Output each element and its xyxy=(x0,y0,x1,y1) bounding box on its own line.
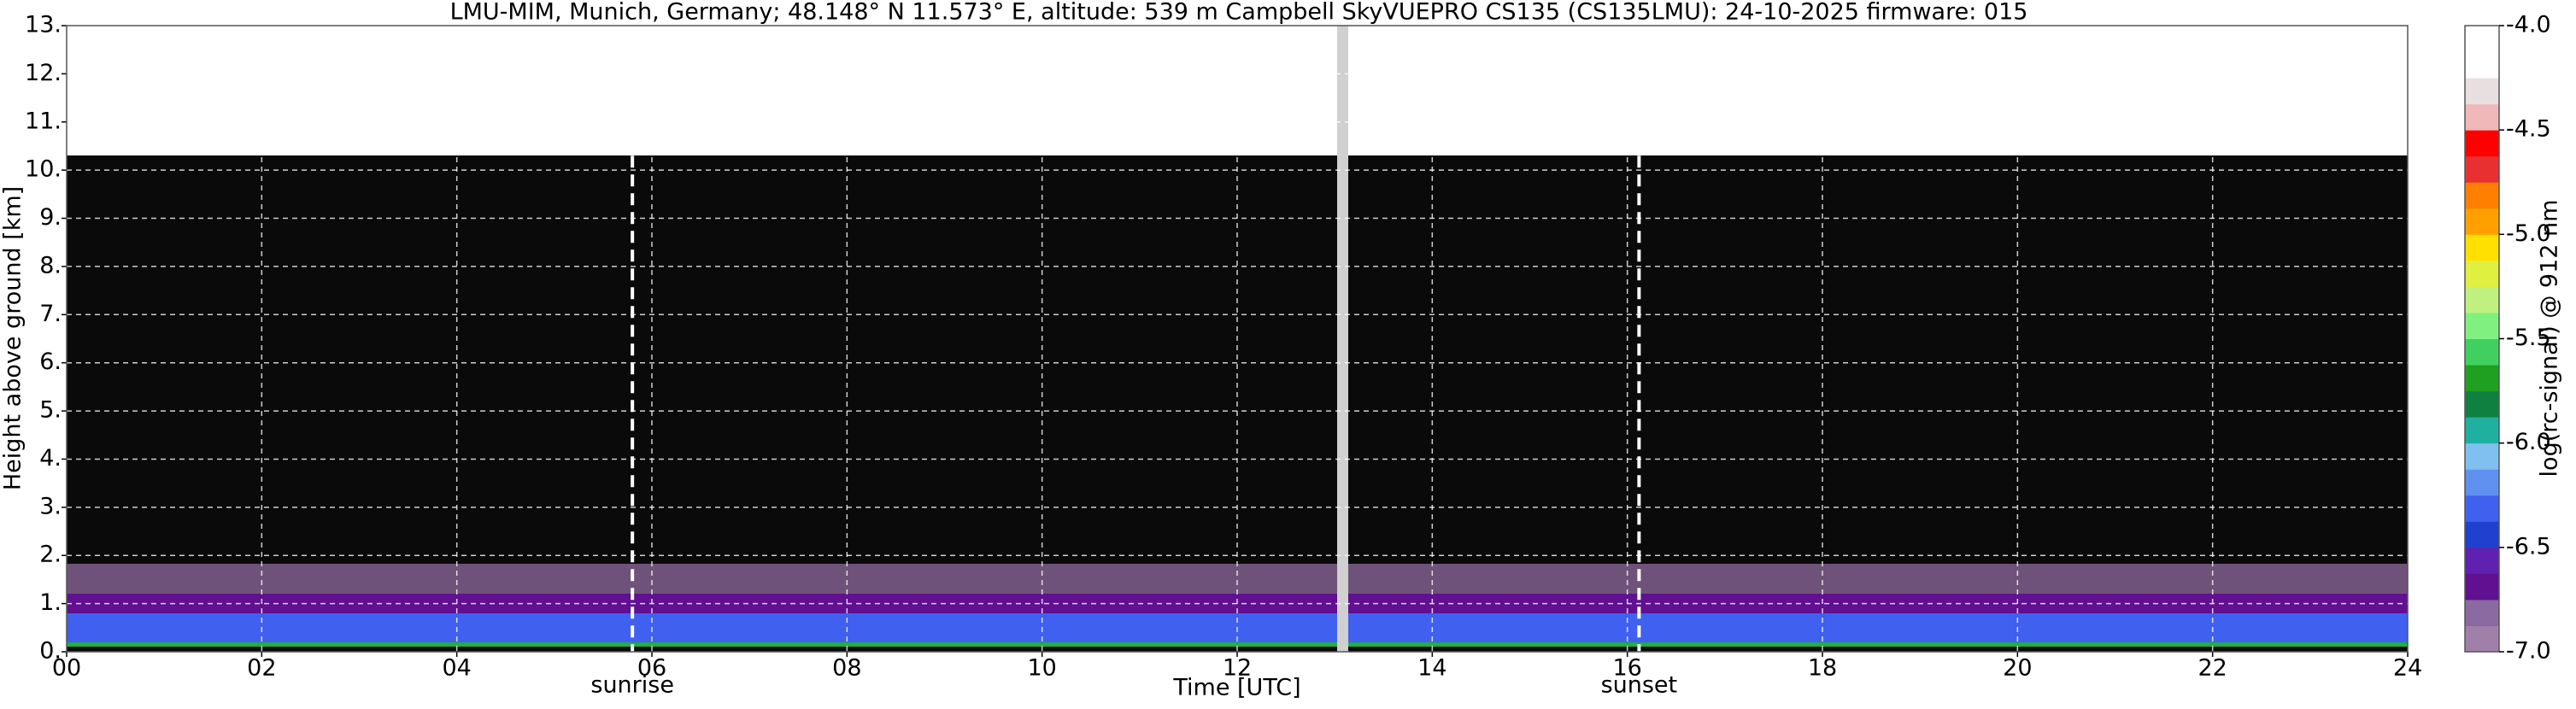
colorbar-bin xyxy=(2465,208,2499,235)
colorbar-bin xyxy=(2465,286,2499,313)
colorbar-bin xyxy=(2465,78,2499,105)
x-tick-label: 16 xyxy=(1612,655,1641,682)
colorbar-bin xyxy=(2465,234,2499,261)
y-tick-label: 9. xyxy=(39,204,62,231)
colorbar-bin xyxy=(2465,390,2499,418)
colorbar-bin xyxy=(2465,417,2499,444)
colorbar-bin xyxy=(2465,155,2499,183)
colorbar-bin xyxy=(2465,51,2499,79)
annotation-label: sunrise xyxy=(590,672,674,699)
plot-frame xyxy=(66,25,2409,653)
y-tick-label: 3. xyxy=(39,493,62,519)
y-tick-label: 10. xyxy=(25,156,62,183)
colorbar-bin xyxy=(2465,547,2499,574)
y-tick-label: 5. xyxy=(39,397,62,424)
colorbar-bin xyxy=(2465,26,2499,53)
y-tick-label: 2. xyxy=(39,542,62,568)
colorbar-tick-label: -5.5 xyxy=(2506,325,2551,351)
colorbar-bin xyxy=(2465,365,2499,392)
signal-layer xyxy=(67,642,2408,647)
y-tick-label: 8. xyxy=(39,252,62,278)
colorbar-label: log(rc-signal) @ 912 nm xyxy=(2537,200,2563,478)
colorbar-tick-label: -4.5 xyxy=(2506,116,2551,143)
y-tick-label: 1. xyxy=(39,589,62,616)
x-tick-label: 04 xyxy=(442,655,471,682)
y-tick-label: 4. xyxy=(39,445,62,472)
colorbar-bin xyxy=(2465,599,2499,626)
x-tick-label: 10 xyxy=(1027,655,1056,682)
colorbar-bin xyxy=(2465,312,2499,339)
x-tick-label: 22 xyxy=(2198,655,2227,682)
annotation-label: sunset xyxy=(1601,672,1678,699)
x-tick-label: 12 xyxy=(1223,655,1252,682)
colorbar-bin xyxy=(2465,469,2499,496)
colorbar-tick-label: -5.0 xyxy=(2506,220,2551,247)
colorbar-tick-label: -4.0 xyxy=(2506,12,2551,38)
colorbar-bin xyxy=(2465,182,2499,209)
x-axis-label: Time [UTC] xyxy=(1172,675,1300,701)
y-tick-label: 13. xyxy=(25,12,62,38)
colorbar-tick-label: -6.5 xyxy=(2506,533,2551,560)
colorbar-tick-label: -7.0 xyxy=(2506,638,2551,665)
colorbar-bin xyxy=(2465,625,2499,653)
x-tick-label: 00 xyxy=(52,655,81,682)
y-tick-label: 11. xyxy=(25,108,62,134)
y-axis-label: Height above ground [km] xyxy=(0,186,26,490)
y-tick-label: 6. xyxy=(39,349,62,375)
x-tick-label: 24 xyxy=(2393,655,2422,682)
x-tick-label: 08 xyxy=(832,655,861,682)
y-tick-label: 12. xyxy=(25,60,62,86)
x-tick-label: 20 xyxy=(2003,655,2032,682)
colorbar-bin xyxy=(2465,442,2499,470)
colorbar-bin xyxy=(2465,495,2499,522)
colorbar-bin xyxy=(2465,103,2499,131)
x-tick-label: 02 xyxy=(247,655,276,682)
colorbar-tick-label: -6.0 xyxy=(2506,429,2551,455)
x-tick-label: 06 xyxy=(637,655,666,682)
x-tick-label: 18 xyxy=(1808,655,1837,682)
y-tick-label: 7. xyxy=(39,301,62,327)
colorbar-bin xyxy=(2465,260,2499,287)
data-gap xyxy=(1337,26,1348,652)
colorbar-bin xyxy=(2465,521,2499,548)
colorbar-bin xyxy=(2465,573,2499,601)
colorbar-bin xyxy=(2465,338,2499,366)
x-tick-label: 14 xyxy=(1417,655,1446,682)
colorbar-bin xyxy=(2465,130,2499,157)
y-tick-label: 0. xyxy=(39,638,62,665)
chart-title: LMU-MIM, Munich, Germany; 48.148° N 11.5… xyxy=(450,0,2028,26)
